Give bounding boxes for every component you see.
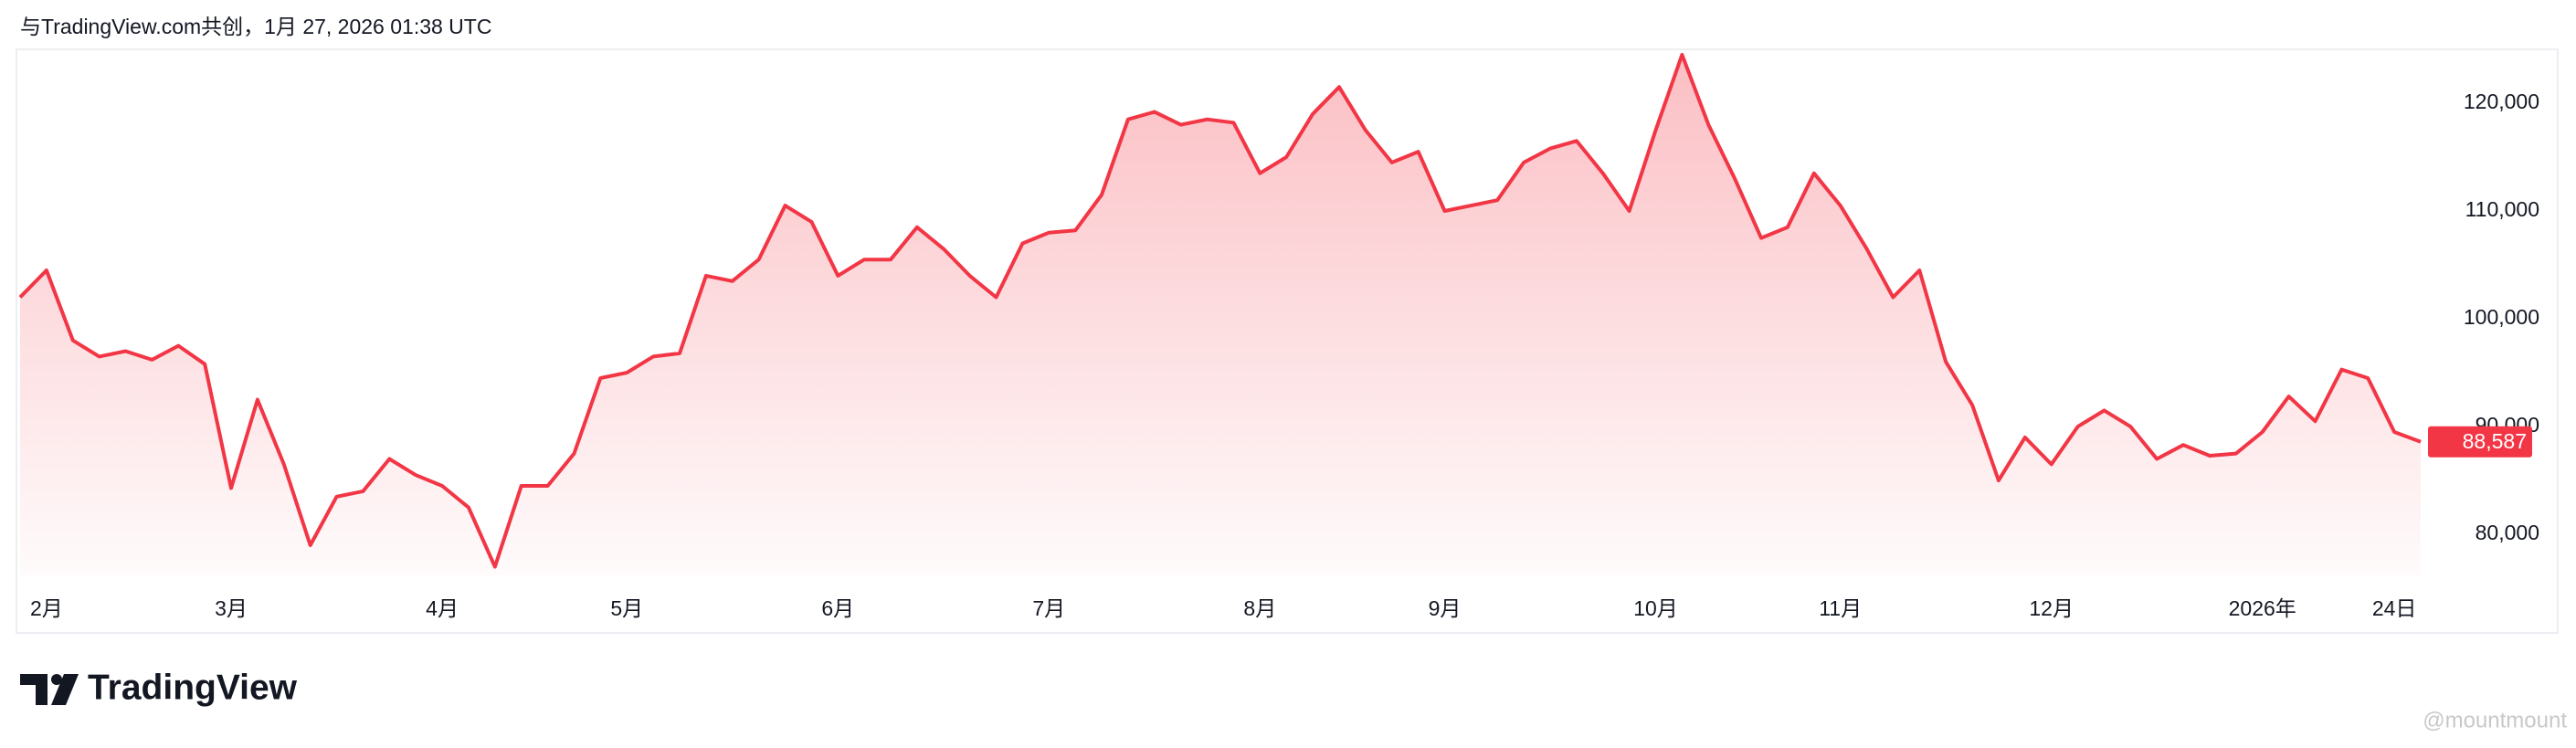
x-tick-label: 6月	[821, 596, 854, 620]
x-tick-label: 3月	[215, 596, 248, 620]
x-tick-label: 24日	[2372, 596, 2417, 620]
x-tick-label: 5月	[610, 596, 643, 620]
x-tick-label: 10月	[1633, 596, 1678, 620]
logo-icon	[20, 674, 79, 705]
watermark: @mountmount	[2423, 708, 2567, 732]
x-tick-label: 11月	[1819, 596, 1862, 620]
y-tick-label: 120,000	[2464, 90, 2539, 113]
y-tick-label: 110,000	[2465, 197, 2539, 221]
chart-frame	[16, 48, 2559, 634]
logo-text: TradingView	[88, 668, 298, 707]
line	[18, 52, 2422, 569]
header: 与TradingView.com共创，1月 27, 2026 01:38 UTC	[20, 15, 491, 38]
area	[20, 54, 2421, 575]
x-tick-label: 8月	[1243, 596, 1276, 620]
x-tick-label: 2月	[30, 596, 63, 620]
y-tick-label: 80,000	[2476, 521, 2539, 544]
x-tick-label: 2026年	[2229, 596, 2296, 620]
y-tick-label: 100,000	[2464, 305, 2539, 329]
x-tick-label: 4月	[426, 596, 459, 620]
last-price-box	[2428, 426, 2532, 458]
last-price-label: 88,587	[2463, 429, 2527, 453]
x-tick-label: 7月	[1032, 596, 1065, 620]
x-tick-label: 12月	[2029, 596, 2074, 620]
x-tick-label: 9月	[1429, 596, 1462, 620]
